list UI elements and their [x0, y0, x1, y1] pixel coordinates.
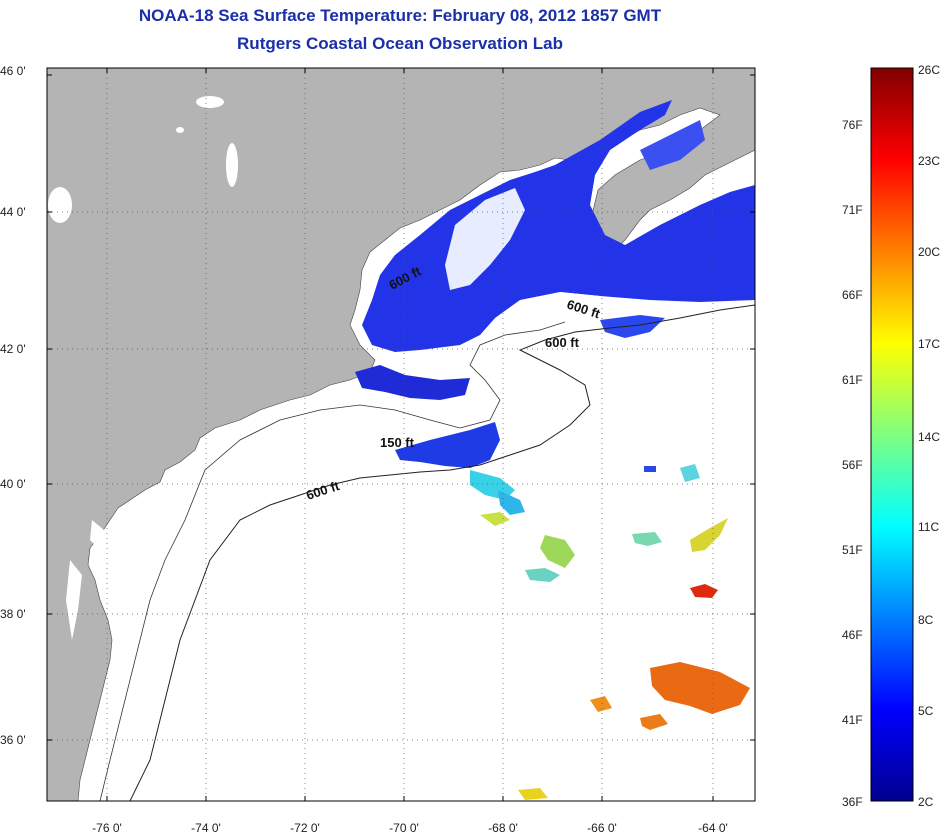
lon-label: -76 0' — [92, 821, 122, 835]
sst-green-patch — [540, 535, 575, 568]
colorbar-f-label: 36F — [842, 795, 863, 809]
sst-cyan-patch — [498, 490, 525, 515]
map-title: NOAA-18 Sea Surface Temperature: Februar… — [138, 6, 662, 25]
colorbar-c-label: 23C — [918, 154, 940, 168]
contour-600ft — [129, 304, 755, 801]
lake — [196, 96, 224, 108]
lon-label: -70 0' — [389, 821, 419, 835]
sst-red-patch — [690, 584, 718, 598]
sst-cyan-patch — [680, 464, 700, 482]
lon-label: -64 0' — [698, 821, 728, 835]
graticule — [47, 68, 755, 801]
bay-inlet — [90, 520, 104, 548]
colorbar-c-label: 17C — [918, 337, 940, 351]
sst-cyan-patch — [470, 470, 515, 500]
contour-label: 150 ft — [380, 435, 415, 450]
colorbar-f-label: 46F — [842, 628, 863, 642]
colorbar-c-label: 2C — [918, 795, 934, 809]
sst-yellow-patch — [480, 512, 510, 526]
colorbar-f-label: 56F — [842, 458, 863, 472]
sst-cold-region — [600, 315, 665, 338]
axis-ticks — [47, 68, 755, 801]
colorbar: 76F 71F 66F 61F 56F 51F 46F 41F 36F 26C … — [842, 63, 940, 809]
colorbar-c-label: 14C — [918, 430, 940, 444]
cloud-gap — [445, 188, 525, 290]
contour-150ft — [99, 321, 566, 801]
colorbar-c-label: 8C — [918, 613, 934, 627]
sst-orange-patch — [650, 662, 750, 714]
sst-cold-region — [640, 120, 705, 170]
sst-cold-region — [395, 422, 500, 468]
colorbar-f-label: 76F — [842, 118, 863, 132]
colorbar-c-label: 11C — [918, 520, 939, 534]
colorbar-c-label: 20C — [918, 245, 940, 259]
map-panel: 600 ft 600 ft 600 ft 150 ft 600 ft — [0, 64, 756, 835]
lat-label: 46 0' — [0, 64, 26, 78]
lat-label: 36 0' — [0, 733, 26, 747]
colorbar-c-label: 26C — [918, 63, 940, 77]
bay-inlet — [66, 560, 82, 640]
contour-label: 600 ft — [545, 335, 580, 350]
colorbar-f-label: 61F — [842, 373, 863, 387]
sst-blue-patch — [644, 466, 656, 472]
lon-label: -74 0' — [191, 821, 221, 835]
colorbar-f-label: 71F — [842, 203, 863, 217]
lake — [226, 143, 238, 187]
sst-orange-patch — [640, 714, 668, 730]
lat-label: 42 0' — [0, 342, 26, 356]
sst-orange-patch — [590, 696, 612, 712]
colorbar-c-label: 5C — [918, 704, 934, 718]
map-frame — [46, 67, 756, 802]
lat-label: 44 0' — [0, 205, 26, 219]
sst-cyan-patch — [632, 532, 662, 546]
sst-yellow-patch — [690, 518, 728, 552]
lake — [176, 127, 184, 133]
sst-yellow-patch — [518, 788, 548, 800]
lat-label: 40 0' — [0, 477, 26, 491]
lon-label: -68 0' — [488, 821, 518, 835]
sst-cold-region — [355, 365, 470, 400]
lon-label: -66 0' — [587, 821, 617, 835]
sst-cyan-patch — [525, 568, 560, 582]
cloud-gap — [555, 292, 610, 315]
colorbar-f-label: 51F — [842, 543, 863, 557]
lon-label: -72 0' — [290, 821, 320, 835]
map-subtitle: Rutgers Coastal Ocean Observation Lab — [237, 34, 563, 53]
colorbar-f-label: 66F — [842, 288, 863, 302]
lat-label: 38 0' — [0, 607, 26, 621]
lake — [48, 187, 72, 223]
sst-cold-region — [362, 100, 755, 352]
colorbar-f-label: 41F — [842, 713, 863, 727]
colorbar-gradient — [870, 67, 914, 802]
land-mass — [47, 68, 755, 801]
